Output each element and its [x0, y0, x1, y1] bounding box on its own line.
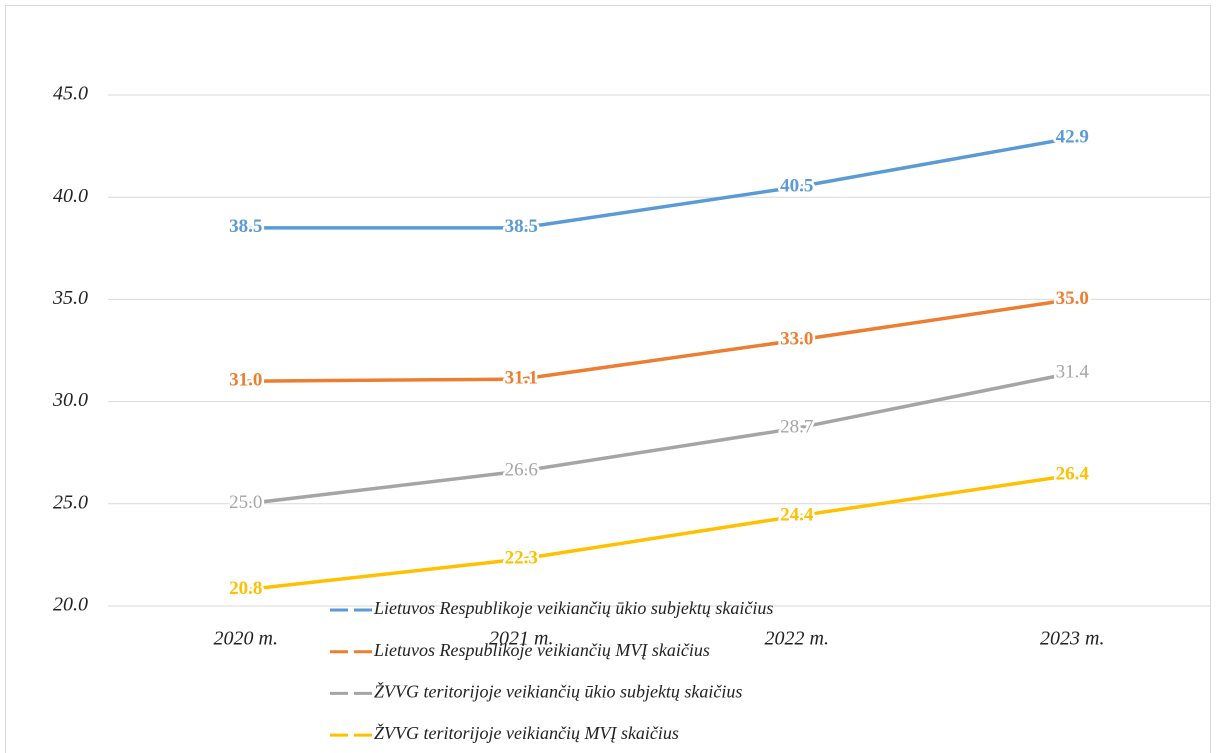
data-label: 31.4 [1056, 361, 1090, 382]
data-label: 42.9 [1056, 126, 1089, 147]
legend-label: Lietuvos Respublikoje veikiančių MVĮ ska… [373, 640, 710, 660]
x-tick-label: 2021 m. [489, 628, 553, 650]
series-line [245, 136, 1073, 230]
data-label: 22.3 [505, 547, 538, 568]
y-tick-label: 25.0 [53, 491, 88, 513]
series-line [245, 473, 1073, 592]
data-label: 20.8 [229, 578, 262, 599]
x-tick-label: 2023 m. [1040, 628, 1104, 650]
data-label: 24.4 [780, 504, 814, 525]
data-label: 31.1 [505, 367, 538, 388]
series-line [245, 297, 1073, 383]
data-label: 40.5 [780, 175, 813, 196]
y-tick-label: 45.0 [53, 83, 88, 105]
data-label: 33.0 [780, 329, 813, 350]
y-tick-label: 20.0 [53, 594, 88, 616]
chart-border [5, 5, 1211, 753]
x-tick-label: 2022 m. [765, 628, 829, 650]
data-label: 28.7 [780, 417, 813, 438]
data-label: 25.0 [229, 492, 262, 513]
data-label: 31.0 [229, 370, 262, 391]
legend-label: ŽVVG teritorijoje veikiančių MVĮ skaičiu… [374, 722, 679, 743]
y-tick-label: 40.0 [53, 185, 88, 207]
y-tick-label: 35.0 [52, 287, 88, 309]
series-line [245, 371, 1073, 506]
data-label: 35.0 [1056, 288, 1089, 309]
x-tick-label: 2020 m. [214, 628, 278, 650]
data-label: 26.4 [1056, 464, 1090, 485]
data-label: 26.6 [505, 459, 538, 480]
y-tick-label: 30.0 [52, 389, 88, 411]
data-label: 38.5 [229, 216, 262, 237]
legend-label: ŽVVG teritorijoje veikiančių ūkio subjek… [374, 681, 742, 702]
legend-label: Lietuvos Respublikoje veikiančių ūkio su… [373, 598, 773, 618]
data-label: 38.5 [505, 216, 538, 237]
